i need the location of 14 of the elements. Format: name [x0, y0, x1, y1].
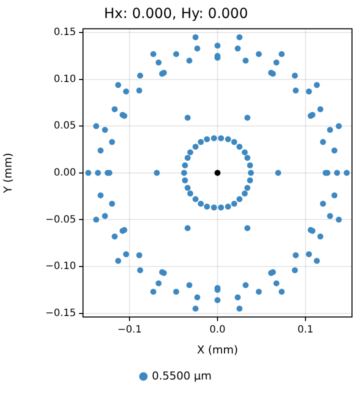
legend-label: 0.5500 µm [152, 369, 212, 382]
y-tick-label: −0.15 [45, 308, 76, 319]
x-tick-label: −0.1 [117, 324, 142, 336]
y-axis-title: Y (mm) [1, 152, 14, 194]
y-tick-label: 0.15 [54, 27, 76, 38]
chart-title: Hx: 0.000, Hy: 0.000 [104, 6, 248, 22]
x-tick-label: 0.0 [210, 324, 226, 336]
y-tick-label: 0.00 [54, 167, 76, 178]
x-tick-label: 0.1 [297, 324, 314, 336]
y-tick-label: 0.10 [54, 74, 76, 85]
y-tick-label: −0.05 [45, 214, 76, 226]
x-axis-title: X (mm) [196, 343, 238, 356]
y-tick-label: −0.10 [45, 261, 76, 272]
y-tick-label: 0.05 [54, 120, 76, 132]
